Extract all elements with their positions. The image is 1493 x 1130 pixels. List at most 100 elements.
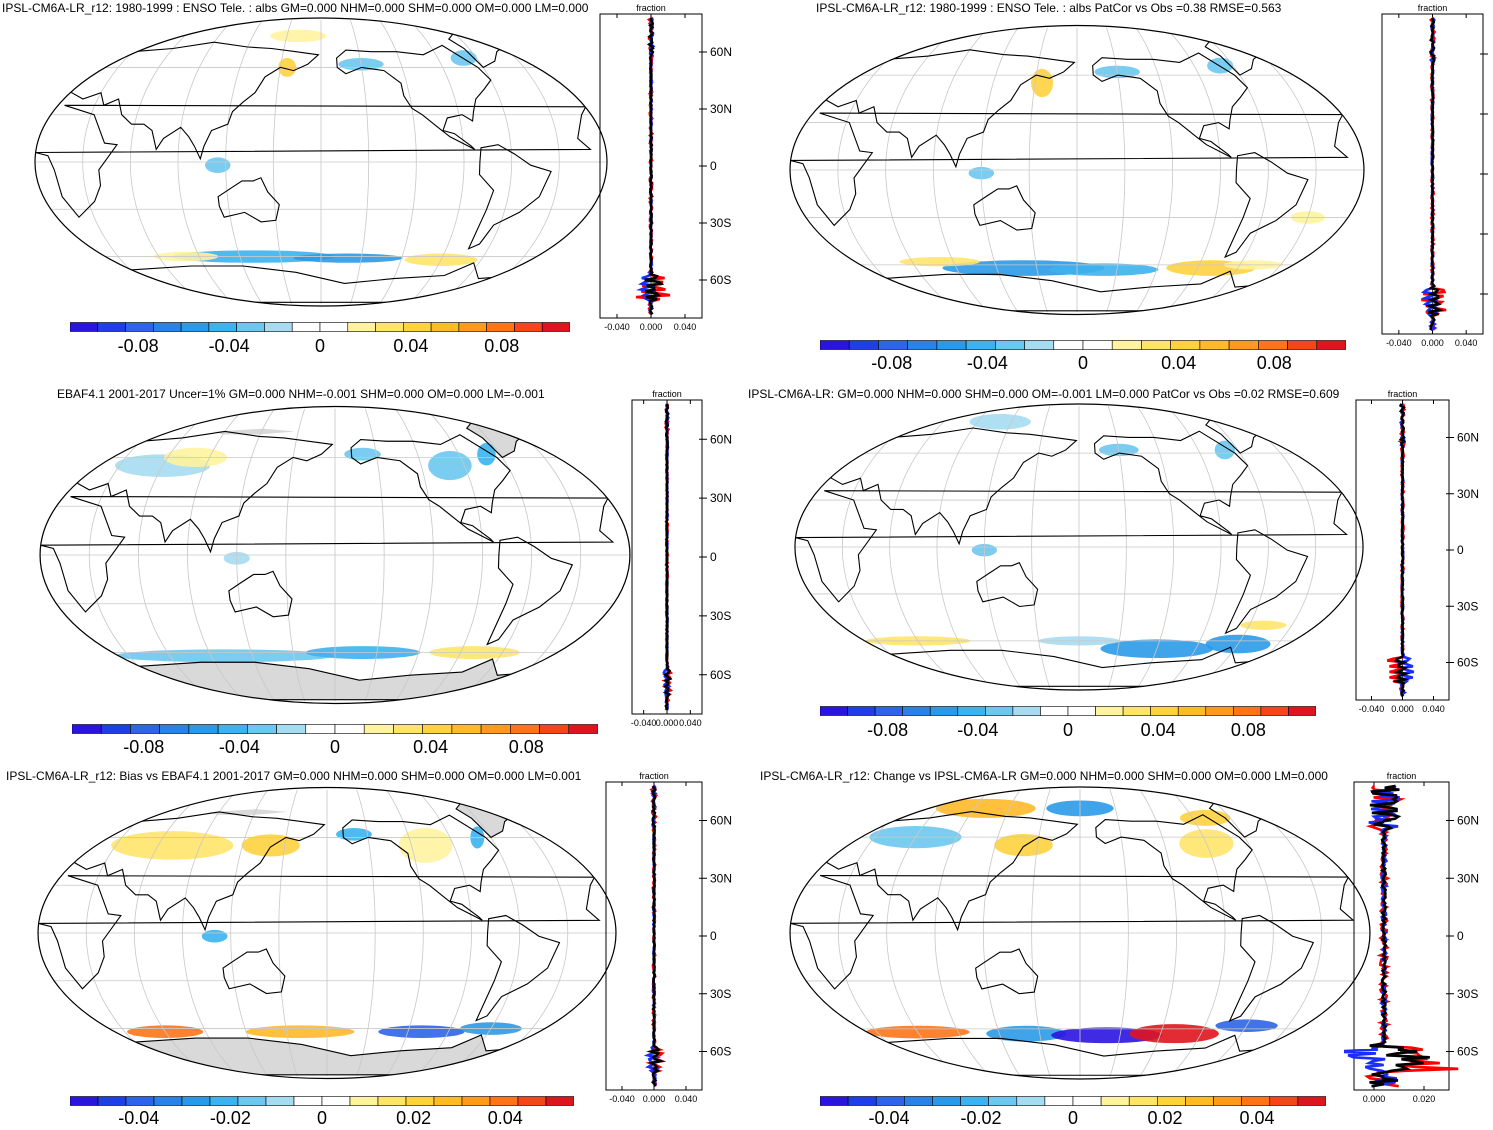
coastline [72, 811, 326, 932]
colorbar-swatch [347, 322, 376, 332]
lat-tick-label: 30S [710, 216, 731, 230]
colorbar-swatch [208, 322, 237, 332]
colorbar-swatch [1170, 340, 1201, 350]
colorbar-swatch [458, 322, 487, 332]
colorbar-tick-label: 0 [329, 737, 341, 757]
panel-title: IPSL-CM6A-LR_r12: 1980-1999 : ENSO Tele.… [816, 1, 1282, 15]
colorbar-swatch [875, 1096, 905, 1106]
colorbar-swatch [1228, 340, 1259, 350]
anomaly-patch [378, 1025, 465, 1039]
colorbar-swatch [480, 724, 511, 734]
lat-tick-label: 30N [1457, 487, 1479, 501]
colorbar-swatch [1095, 706, 1124, 716]
colorbar-swatch [514, 322, 543, 332]
colorbar-tick-label: 0.08 [1256, 353, 1292, 373]
colorbar-swatch [377, 1096, 407, 1106]
colorbar-swatch [153, 322, 182, 332]
colorbar-swatch [539, 724, 570, 734]
anomaly-patch [1048, 263, 1159, 276]
colorbar-labels: -0.08 -0.04 0 0.04 0.08 [820, 353, 1346, 375]
colorbar-tick-label: 0.02 [396, 1108, 432, 1128]
map-border [789, 786, 1371, 1080]
x-tick-label: 0.040 [1455, 338, 1478, 348]
colorbar-tick-label: 0.04 [487, 1108, 523, 1128]
colorbar-swatch [820, 706, 848, 716]
colorbar-tick-label: -0.08 [117, 336, 159, 356]
colorbar-swatch [820, 340, 850, 350]
colorbar-tick-label: -0.04 [966, 353, 1008, 373]
mean-curve [1392, 403, 1411, 697]
coastline [1092, 52, 1249, 158]
zonal-axis-title: fraction [639, 771, 669, 781]
coastline [1224, 152, 1309, 259]
coastline [1224, 529, 1309, 635]
colorbar-swatch [405, 1096, 435, 1106]
colorbar [70, 1096, 574, 1106]
colorbar-swatch [1288, 706, 1316, 716]
colorbar-swatch [1316, 340, 1346, 350]
panel-title: EBAF4.1 2001-2017 Uncer=1% GM=0.000 NHM=… [57, 387, 545, 401]
colorbar-swatch [375, 322, 404, 332]
x-tick-label: 0.000 [1363, 1094, 1386, 1104]
model-curve [645, 785, 667, 1088]
colorbar [72, 724, 598, 734]
x-tick-label: 0.000 [640, 322, 663, 332]
colorbar-swatch [321, 1096, 351, 1106]
colorbar-swatch [1269, 1096, 1299, 1106]
anomaly-patch [428, 451, 472, 481]
colorbar-tick-label: 0.04 [393, 336, 429, 356]
anomaly-patch [1240, 620, 1287, 630]
colorbar-tick-label: -0.04 [208, 336, 250, 356]
coastline [467, 144, 552, 250]
colorbar-swatch [995, 340, 1025, 350]
colorbar-tick-label: 0.02 [1147, 1108, 1183, 1128]
coastline [973, 185, 1036, 231]
colorbar-swatch [363, 724, 394, 734]
colorbar-swatch [188, 724, 219, 734]
colorbar-swatch [1297, 1096, 1326, 1106]
x-tick-label: 0.000 [1421, 338, 1444, 348]
colorbar-tick-label: 0 [314, 336, 326, 356]
colorbar-swatch [1213, 1096, 1242, 1106]
colorbar-swatch [1024, 340, 1055, 350]
x-tick-label: 0.040 [679, 718, 702, 728]
map-layer [40, 406, 630, 704]
anomaly-patch [398, 827, 453, 863]
anomaly-patch [1179, 810, 1231, 826]
lat-tick-label: 30N [710, 491, 732, 505]
colorbar-tick-label: -0.04 [957, 720, 999, 740]
world-map [34, 17, 608, 307]
colorbar-swatch [929, 706, 959, 716]
anomaly-patch [1031, 68, 1054, 98]
colorbar-swatch [1185, 1096, 1214, 1106]
lat-tick-label: 60S [1457, 656, 1478, 670]
colorbar-swatch [965, 340, 996, 350]
colorbar-tick-label: -0.08 [123, 737, 165, 757]
map-layer [35, 18, 607, 306]
coastline [342, 814, 500, 921]
lat-tick-label: 60N [710, 432, 732, 446]
colorbar-tick-label: -0.08 [867, 720, 909, 740]
colorbar [820, 340, 1346, 350]
map-border [34, 17, 608, 307]
colorbar-swatch [1053, 340, 1084, 350]
colorbar-swatch [393, 724, 423, 734]
colorbar-swatch [517, 1096, 547, 1106]
colorbar-swatch [72, 724, 102, 734]
lat-tick-label: 0 [710, 550, 717, 564]
coastline [486, 536, 574, 646]
colorbar-tick-label: 0.04 [413, 737, 449, 757]
colorbar [70, 322, 570, 332]
colorbar-swatch [125, 1096, 155, 1106]
colorbar-swatch [1241, 1096, 1271, 1106]
colorbar-swatch [904, 1096, 933, 1106]
colorbar-swatch [217, 724, 248, 734]
coastline [824, 810, 1079, 932]
map-layer [790, 787, 1370, 1079]
colorbar-swatch [510, 724, 540, 734]
world-map [794, 403, 1364, 691]
x-tick-label: -0.040 [631, 718, 657, 728]
colorbar-swatch [125, 322, 154, 332]
